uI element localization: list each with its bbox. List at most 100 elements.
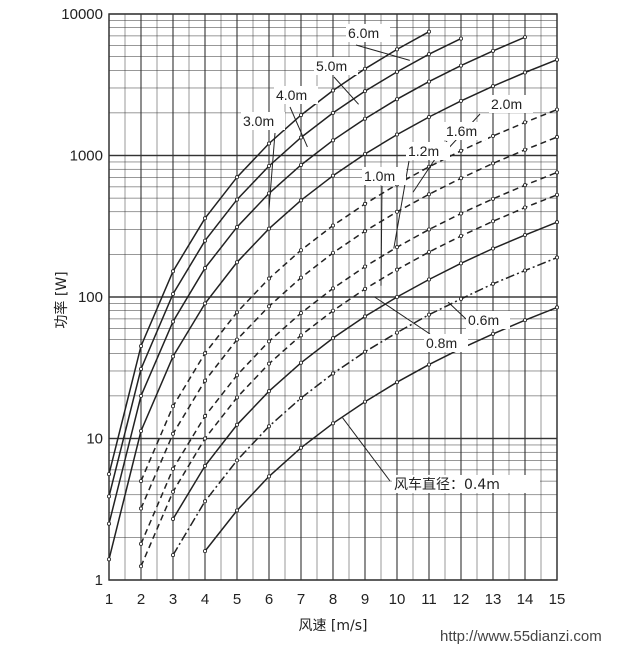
data-point [234, 197, 239, 202]
data-point [138, 564, 143, 569]
x-tick-label: 14 [517, 591, 534, 608]
data-point [330, 371, 335, 376]
series-label: 5.0m [316, 58, 347, 74]
data-point [202, 499, 207, 504]
label-leader-line [289, 106, 308, 148]
data-point [458, 148, 463, 153]
label-leader-line [374, 296, 431, 335]
data-point [330, 250, 335, 255]
data-point [555, 107, 560, 112]
data-point [555, 135, 560, 140]
data-point [298, 360, 303, 365]
series-label: 1.2m [408, 143, 439, 159]
data-point [234, 422, 239, 427]
data-point [138, 344, 143, 349]
data-point [362, 66, 367, 71]
label-background [362, 167, 406, 185]
x-tick-label: 3 [169, 591, 177, 608]
data-point [394, 380, 399, 385]
data-point [330, 223, 335, 228]
data-point [555, 305, 560, 310]
series-label: 风车直径：0.4m [394, 476, 500, 493]
data-point [362, 264, 367, 269]
x-tick-label: 10 [389, 591, 406, 608]
data-point [202, 549, 207, 554]
series-label: 0.8m [426, 335, 457, 351]
x-tick-labels: 1 2 3 4 5 6 7 8 9 10 11 12 13 14 15 [105, 591, 566, 608]
data-point [362, 399, 367, 404]
data-point [170, 319, 175, 324]
data-point [458, 176, 463, 181]
watermark-text: http://www.55dianzi.com [440, 628, 602, 645]
data-point [523, 318, 528, 323]
label-leader-line [447, 301, 467, 320]
series-label: 0.6m [468, 312, 499, 328]
label-leader-line [355, 44, 410, 61]
x-tick-label: 1 [105, 591, 113, 608]
data-point [202, 266, 207, 271]
data-point [458, 98, 463, 103]
label-leader-line [393, 160, 410, 249]
series-line [204, 306, 558, 552]
y-tick-label: 1000 [70, 148, 103, 165]
data-point [523, 183, 528, 188]
data-point [330, 138, 335, 143]
data-point [490, 219, 495, 224]
x-tick-label: 5 [233, 591, 241, 608]
series-label: 2.0m [491, 96, 522, 112]
data-point [266, 304, 271, 309]
data-point [490, 134, 495, 139]
label-background [424, 334, 468, 352]
series-labels: 6.0m 5.0m 4.0m3.0m 2.0m 1.6m 1.2m 1.0m 0.8m 0.6m… [241, 24, 540, 493]
data-point [107, 472, 112, 477]
data-point [298, 162, 303, 167]
data-point [170, 466, 175, 471]
data-point [362, 314, 367, 319]
label-background [241, 112, 285, 130]
data-point [490, 48, 495, 53]
data-point [107, 494, 112, 499]
data-point [426, 52, 431, 57]
data-point [426, 227, 431, 232]
data-point [234, 337, 239, 342]
data-point [362, 116, 367, 121]
series-label: 4.0m [276, 87, 307, 103]
data-point [490, 281, 495, 286]
y-tick-label: 1 [95, 572, 103, 589]
data-point [555, 170, 560, 175]
data-point [523, 205, 528, 210]
data-point [234, 310, 239, 315]
data-point [394, 97, 399, 102]
data-point [138, 428, 143, 433]
data-point [202, 216, 207, 221]
data-point [234, 395, 239, 400]
data-point [523, 268, 528, 273]
label-background [274, 86, 318, 104]
data-point [138, 366, 143, 371]
series-line [108, 37, 462, 497]
data-point [330, 308, 335, 313]
data-point [523, 147, 528, 152]
data-point [394, 245, 399, 250]
data-point [394, 69, 399, 74]
data-point [298, 198, 303, 203]
data-point [234, 508, 239, 513]
data-point [490, 161, 495, 166]
data-point [394, 294, 399, 299]
data-point [298, 311, 303, 316]
data-point [458, 296, 463, 301]
data-point [523, 35, 528, 40]
data-point [202, 351, 207, 356]
data-point [362, 151, 367, 156]
data-point [107, 521, 112, 526]
data-point [298, 396, 303, 401]
x-axis-label: 风速 [m/s] [298, 618, 367, 634]
data-point [202, 238, 207, 243]
data-point [298, 135, 303, 140]
data-point [458, 211, 463, 216]
data-point [202, 463, 207, 468]
data-point [362, 201, 367, 206]
data-point [298, 275, 303, 280]
data-point [394, 132, 399, 137]
series-line [140, 171, 558, 545]
